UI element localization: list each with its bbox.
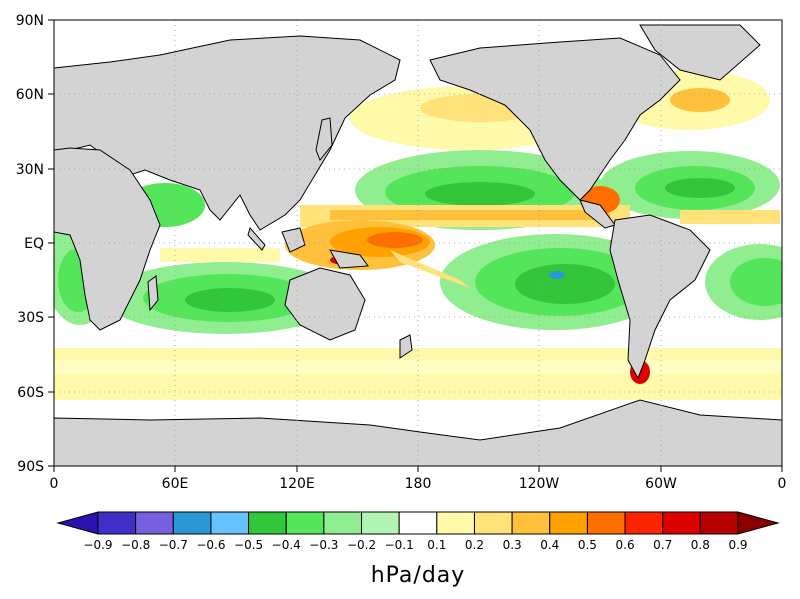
colorbar-level-label: −0.7 <box>159 538 188 552</box>
axis-ticks <box>48 19 783 472</box>
colorbar-level-label: −0.9 <box>83 538 112 552</box>
colorbar-level-label: 0.6 <box>616 538 635 552</box>
colorbar-level-label: 0.1 <box>427 538 446 552</box>
land-greenland <box>639 24 761 81</box>
colorbar-box <box>172 511 212 535</box>
x-tick-0: 0 <box>50 476 59 492</box>
colorbar-level-label: 0.5 <box>578 538 597 552</box>
x-tick-0-end: 0 <box>778 476 787 492</box>
land-borneo <box>281 227 306 253</box>
y-tick-30s: 30S <box>17 310 44 326</box>
land-japan <box>315 117 333 161</box>
colorbar-box <box>97 511 137 535</box>
y-tick-labels: 90N 60N 30N EQ 30S 60S 90S <box>16 13 44 475</box>
land-south-america <box>609 214 711 380</box>
colorbar-level-label: −0.5 <box>234 538 263 552</box>
colorbar-box <box>285 511 325 535</box>
colorbar-level-label: −0.4 <box>272 538 301 552</box>
x-tick-120w: 120W <box>519 476 560 492</box>
y-tick-90s: 90S <box>17 459 44 475</box>
x-tick-60w: 60W <box>645 476 677 492</box>
x-tick-60e: 60E <box>162 476 189 492</box>
y-tick-60s: 60S <box>17 385 44 401</box>
colorbar-level-label: −0.3 <box>309 538 338 552</box>
colorbar-max-arrow <box>737 511 780 535</box>
colorbar-box <box>210 511 250 535</box>
land-australia <box>284 267 366 341</box>
x-tick-labels: 0 60E 120E 180 120W 60W 0 <box>50 476 787 492</box>
land-sumatra <box>247 226 266 251</box>
y-tick-90n: 90N <box>16 13 44 29</box>
field-shading <box>54 70 782 400</box>
land-masses <box>54 24 782 466</box>
colorbar-level-label: 0.4 <box>540 538 559 552</box>
colorbar-level-label: 0.7 <box>653 538 672 552</box>
y-tick-eq: EQ <box>24 236 44 252</box>
colorbar-level-label: −0.1 <box>385 538 414 552</box>
colorbar-level-label: 0.9 <box>728 538 747 552</box>
colorbar-box <box>398 511 438 535</box>
land-antarctica <box>54 399 782 466</box>
y-tick-30n: 30N <box>16 162 44 178</box>
colorbar-level-label: 0.3 <box>503 538 522 552</box>
colorbar-level-label: −0.6 <box>196 538 225 552</box>
colorbar-box <box>699 511 739 535</box>
colorbar-box <box>436 511 475 535</box>
colorbar-level-label: 0.8 <box>691 538 710 552</box>
land-central-america <box>579 199 616 229</box>
colorbar-box <box>361 511 400 535</box>
land-new-zealand <box>399 334 413 359</box>
colorbar-box <box>549 511 588 535</box>
colorbar-box <box>586 511 626 535</box>
colorbar-box <box>323 511 363 535</box>
y-tick-60n: 60N <box>16 87 44 103</box>
colorbar-box <box>248 511 287 535</box>
colorbar-box <box>662 511 701 535</box>
land-madagascar <box>147 275 159 312</box>
land-africa <box>54 147 161 331</box>
colorbar-level-label: −0.2 <box>347 538 376 552</box>
colorbar-level-label: −0.8 <box>121 538 150 552</box>
colorbar-level-label: 0.2 <box>465 538 484 552</box>
colorbar-box <box>624 511 664 535</box>
land-north-america <box>429 37 681 201</box>
colorbar: −0.9 −0.8 −0.7 −0.6 −0.5 −0.4 −0.3 −0.2 −0.1 0.1 0… <box>56 511 780 552</box>
colorbar-box <box>511 511 551 535</box>
colorbar-units: hPa/day <box>371 563 466 588</box>
x-tick-120e: 120E <box>279 476 315 492</box>
colorbar-box <box>473 511 513 535</box>
colorbar-box <box>135 511 174 535</box>
land-newguinea <box>329 249 369 269</box>
colorbar-min-arrow <box>56 511 99 535</box>
x-tick-180: 180 <box>405 476 432 492</box>
